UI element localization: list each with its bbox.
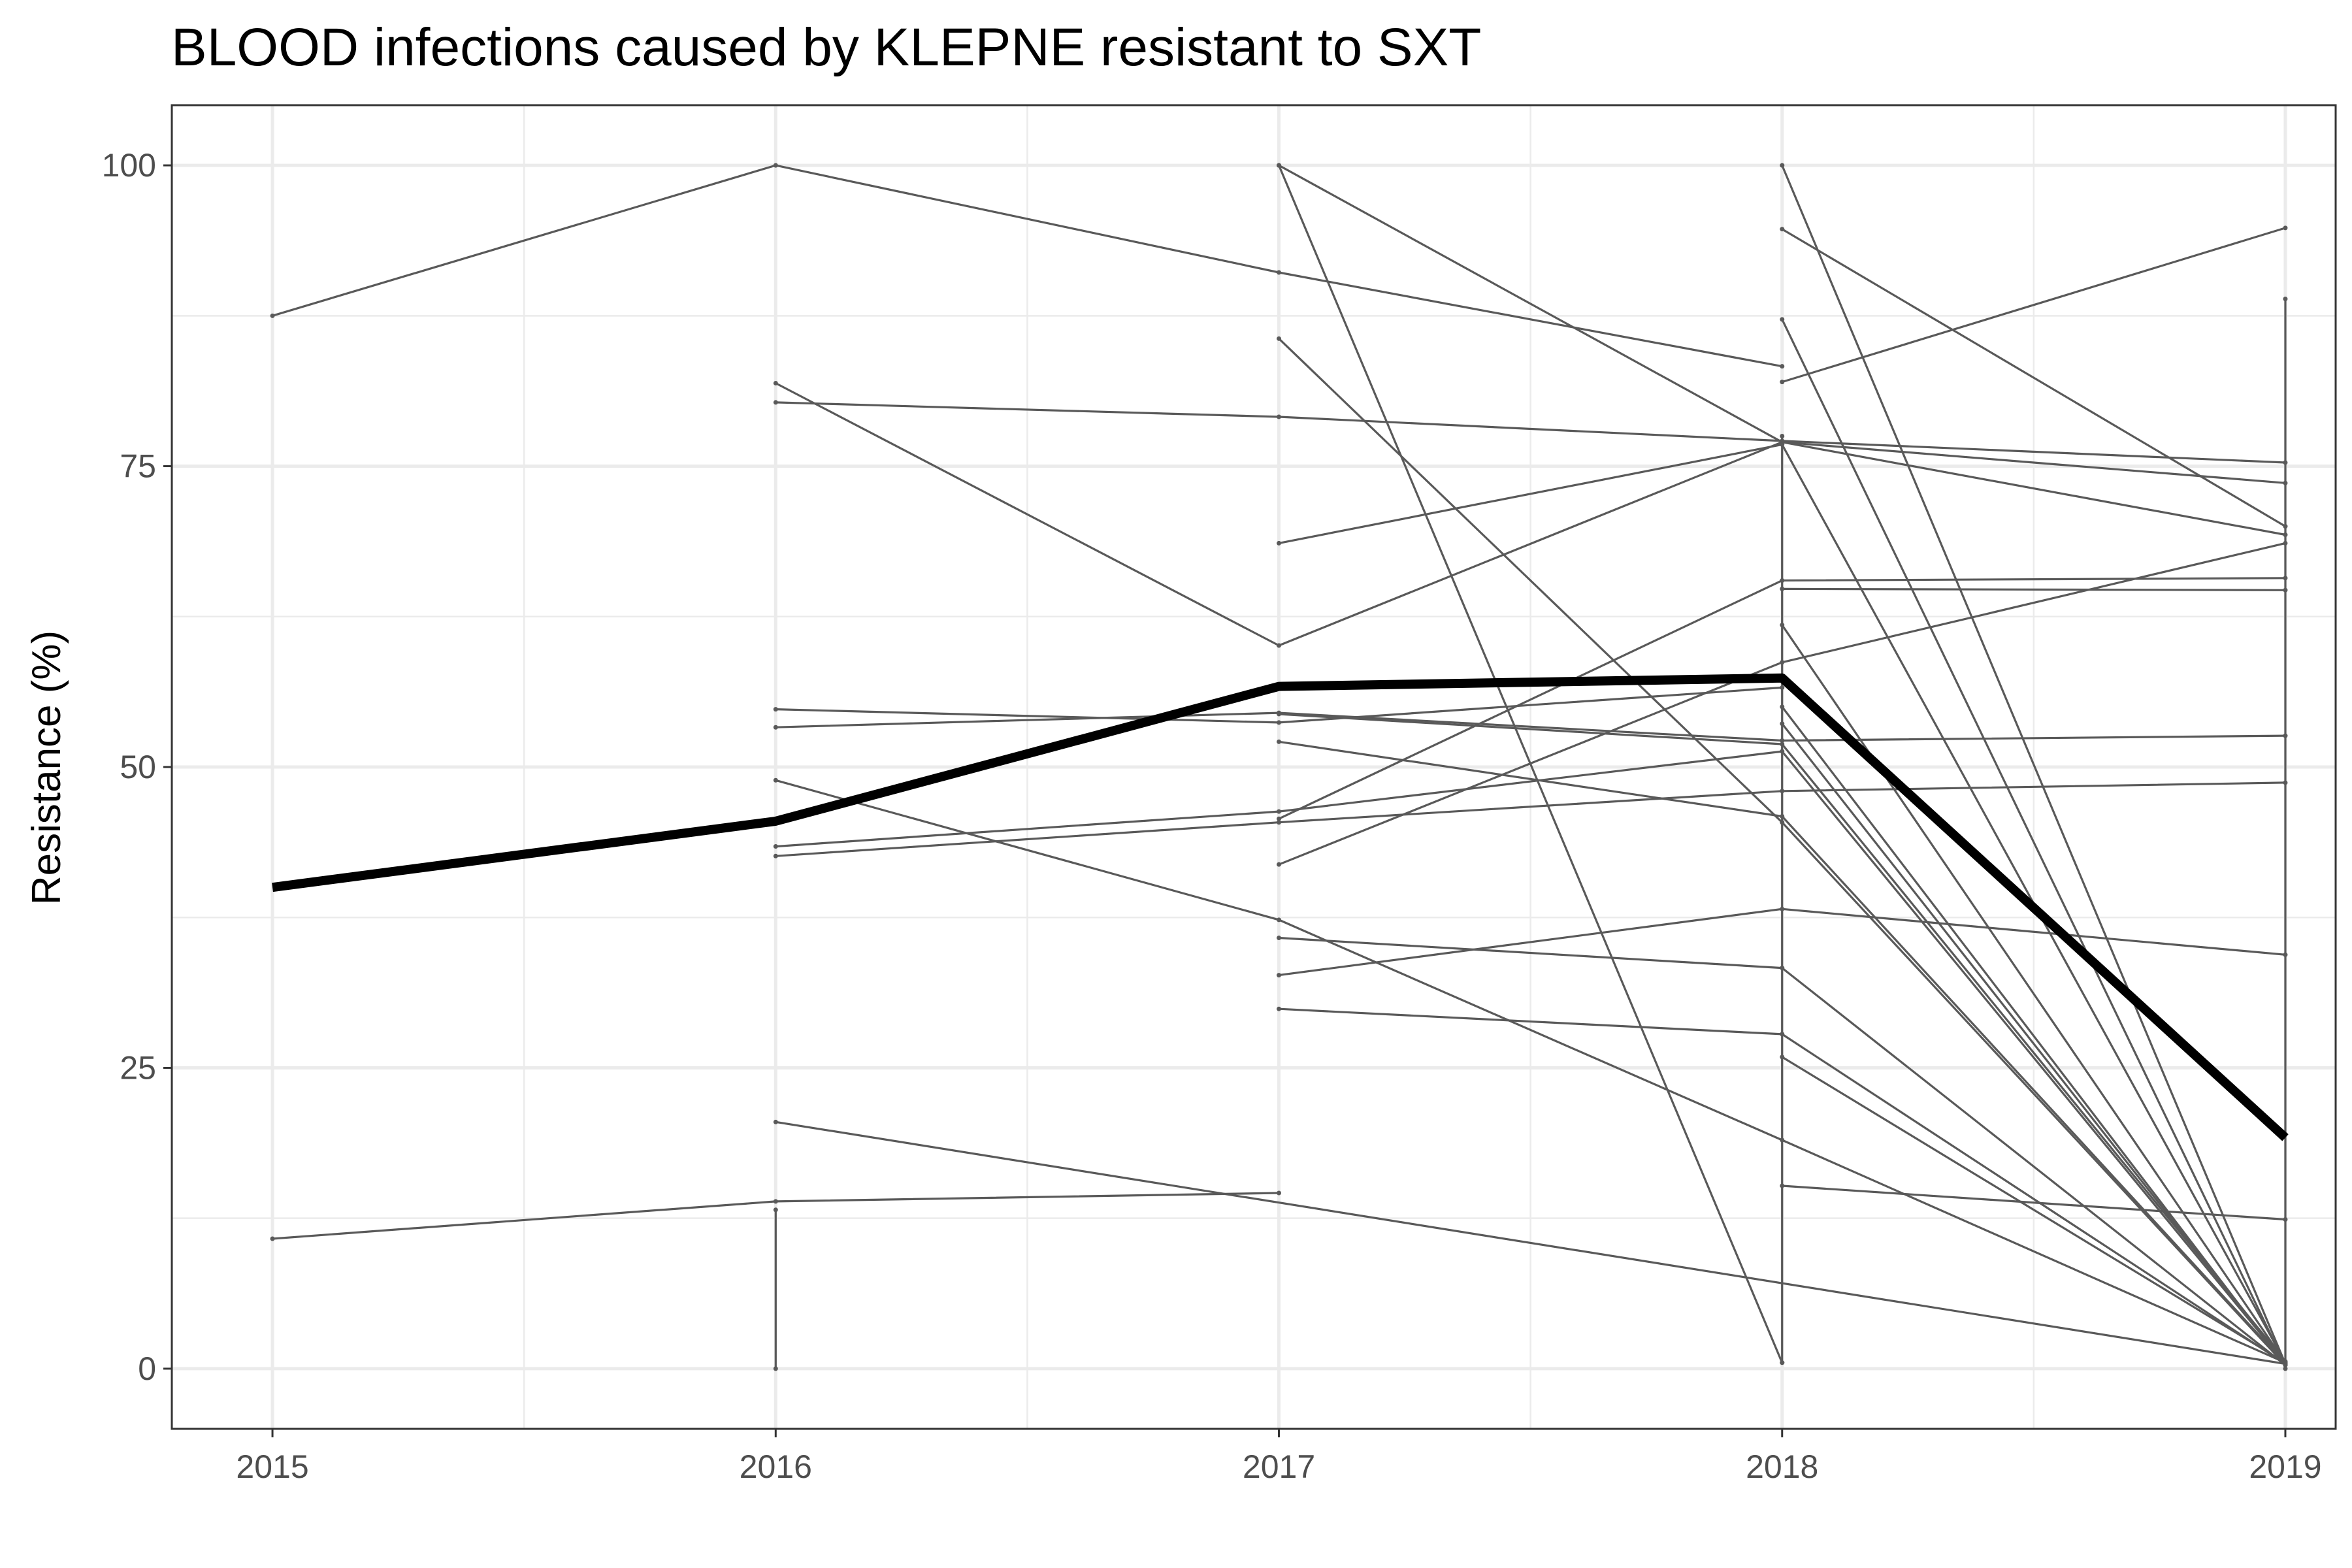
data-point: [1277, 1006, 1282, 1011]
mean-line: [272, 673, 2289, 1141]
data-point: [773, 1199, 778, 1204]
data-point: [1277, 973, 1282, 978]
data-point: [1277, 336, 1282, 341]
data-point: [1277, 862, 1282, 867]
x-tick-label: 2016: [740, 1448, 812, 1485]
y-tick-label: 75: [120, 448, 156, 485]
x-tick-label: 2018: [1746, 1448, 1818, 1485]
mean-trend-line: [272, 673, 2289, 1141]
data-point: [1277, 540, 1282, 546]
series-line-31: [1781, 1056, 2286, 1364]
y-tick-label: 25: [120, 1049, 156, 1086]
series-line-8: [776, 750, 2287, 1365]
x-tick-label: 2015: [236, 1448, 308, 1485]
data-point: [1277, 739, 1282, 744]
axes: 2015 2016 2017 2018 2019 0 25 50 75 100: [102, 147, 2322, 1485]
series-line-10: [776, 1120, 2286, 1365]
x-tick-label: 2019: [2249, 1448, 2321, 1485]
data-point: [773, 1366, 778, 1371]
series-line-29: [1781, 706, 2287, 1366]
data-point: [773, 853, 778, 858]
data-point: [1277, 816, 1282, 821]
data-point: [2283, 1366, 2288, 1371]
series-line-26: [1781, 319, 2287, 1366]
y-axis-label: Resistance (%): [24, 630, 69, 905]
series-lines: [270, 163, 2288, 1371]
data-point: [1780, 380, 1785, 385]
series-line-4: [776, 401, 2286, 464]
x-tick-label: 2017: [1243, 1448, 1315, 1485]
data-point: [1780, 434, 1785, 438]
data-point: [1277, 820, 1282, 825]
data-point: [1277, 720, 1282, 725]
data-point: [773, 707, 778, 712]
grid: [172, 105, 2336, 1429]
data-point: [773, 725, 778, 730]
y-tick-label: 0: [138, 1350, 156, 1387]
series-line-27: [1782, 587, 2286, 591]
series-line-3: [775, 382, 2286, 647]
data-point: [270, 1236, 275, 1241]
data-point: [1780, 163, 1785, 168]
data-point: [1277, 936, 1282, 941]
series-line-6: [776, 711, 2286, 742]
series-line-30: [1781, 723, 2287, 1365]
series-line-1: [272, 164, 1782, 368]
data-point: [1277, 711, 1282, 717]
data-point: [773, 1119, 778, 1124]
series-line-28: [1781, 624, 2287, 1364]
chart-title: BLOOD infections caused by KLEPNE resist…: [171, 18, 1481, 77]
y-tick-label: 100: [102, 147, 156, 184]
series-line-9: [776, 781, 2286, 857]
data-point: [1277, 917, 1282, 923]
data-point: [1277, 809, 1282, 814]
data-point: [773, 844, 778, 849]
data-point: [1780, 1360, 1785, 1365]
data-point: [773, 400, 778, 405]
data-point: [1277, 414, 1282, 419]
data-point: [1277, 1190, 1282, 1196]
data-point: [1780, 227, 1785, 232]
data-point: [270, 313, 275, 318]
data-point: [773, 163, 778, 168]
data-point: [773, 380, 778, 385]
data-point: [2283, 297, 2288, 302]
data-point: [1780, 364, 1785, 369]
y-tick-label: 50: [120, 749, 156, 785]
data-point: [2283, 225, 2288, 231]
series-line-23: [1781, 165, 2287, 1365]
data-point: [773, 1207, 778, 1213]
data-point: [1277, 270, 1282, 275]
data-point: [1277, 163, 1282, 168]
data-point: [1277, 643, 1282, 648]
series-line-24: [1781, 228, 2286, 527]
data-point: [1780, 317, 1785, 322]
series-line-25: [1782, 227, 2286, 384]
series-line-32: [1782, 1184, 2286, 1221]
series-line-7: [775, 779, 2286, 1364]
data-point: [773, 777, 778, 783]
